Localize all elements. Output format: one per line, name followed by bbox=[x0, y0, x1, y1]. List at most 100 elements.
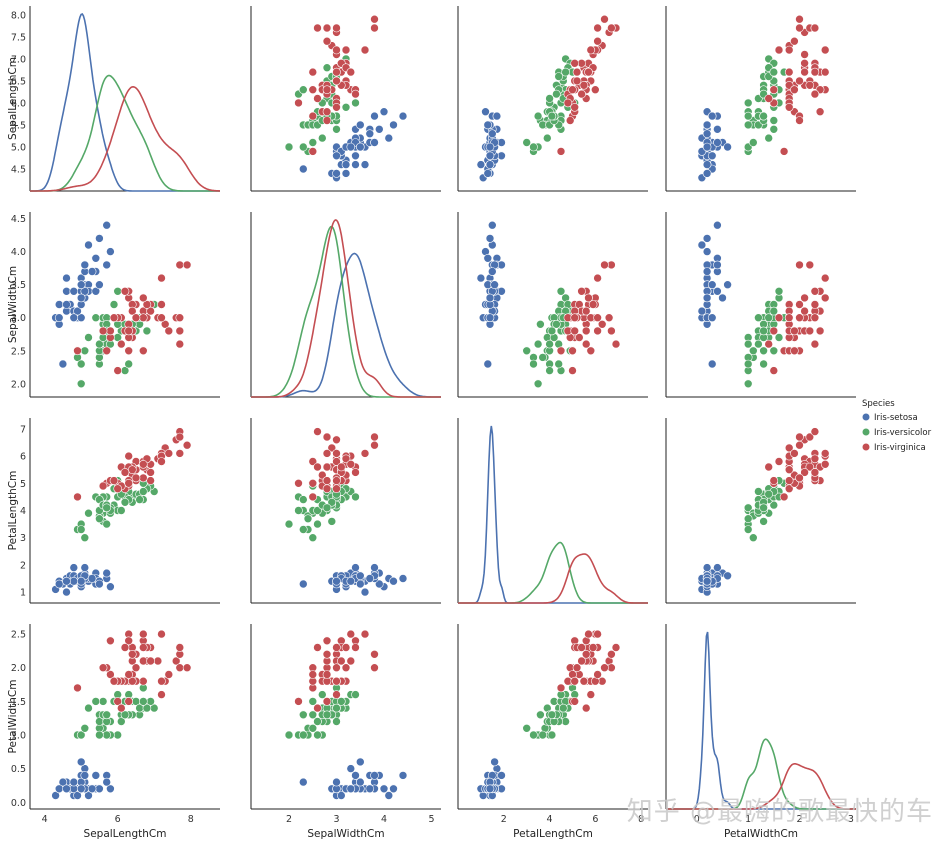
y-tick-label: 0.0 bbox=[11, 798, 26, 809]
scatter-point bbox=[384, 791, 394, 800]
scatter-point bbox=[98, 481, 108, 491]
scatter-point bbox=[69, 563, 79, 572]
scatter-point bbox=[80, 533, 90, 543]
scatter-point bbox=[332, 76, 341, 86]
scatter-point bbox=[308, 85, 318, 94]
scatter-point bbox=[175, 432, 185, 442]
scatter-point bbox=[483, 169, 493, 178]
x-axis-label: PetalWidthCm bbox=[724, 828, 798, 840]
scatter-point bbox=[341, 643, 351, 652]
scatter-point bbox=[139, 629, 148, 639]
scatter-point bbox=[370, 440, 379, 450]
scatter-point bbox=[120, 643, 130, 652]
scatter-point bbox=[702, 234, 712, 243]
scatter-point bbox=[146, 306, 155, 316]
scatter-point bbox=[298, 85, 308, 94]
scatter-point bbox=[485, 293, 495, 303]
scatter-point bbox=[146, 476, 155, 485]
scatter-point bbox=[308, 138, 318, 147]
scatter-point bbox=[298, 579, 308, 589]
scatter-point bbox=[565, 116, 575, 125]
scatter-point bbox=[69, 576, 79, 586]
scatter-point bbox=[707, 313, 717, 323]
scatter-point bbox=[754, 487, 763, 496]
scatter-point bbox=[322, 23, 332, 33]
scatter-point bbox=[182, 663, 192, 673]
scatter-point bbox=[713, 286, 722, 296]
scatter-point bbox=[157, 273, 166, 283]
scatter-point bbox=[707, 151, 717, 161]
scatter-point bbox=[586, 690, 596, 699]
scatter-point bbox=[336, 462, 346, 472]
scatter-point bbox=[485, 160, 495, 169]
scatter-point bbox=[810, 300, 820, 309]
scatter-point bbox=[547, 111, 557, 121]
scatter-point bbox=[322, 63, 332, 72]
scatter-point bbox=[485, 142, 495, 152]
scatter-point bbox=[779, 492, 789, 502]
scatter-point bbox=[153, 656, 163, 666]
scatter-point bbox=[759, 326, 768, 336]
scatter-point bbox=[298, 495, 308, 504]
scatter-point bbox=[743, 379, 753, 389]
scatter-point bbox=[702, 142, 712, 152]
scatter-point bbox=[332, 484, 341, 494]
scatter-point bbox=[69, 313, 79, 323]
scatter-point bbox=[139, 293, 148, 303]
scatter-point bbox=[54, 313, 64, 323]
scatter-point bbox=[577, 89, 586, 99]
scatter-point bbox=[284, 519, 294, 529]
scatter-point bbox=[774, 333, 784, 342]
scatter-point bbox=[313, 717, 322, 726]
scatter-point bbox=[139, 473, 148, 483]
scatter-point bbox=[574, 333, 584, 342]
scatter-point bbox=[790, 346, 799, 356]
scatter-point bbox=[810, 454, 820, 464]
kde-curve bbox=[251, 252, 441, 398]
scatter-point bbox=[346, 784, 356, 794]
scatter-point bbox=[545, 94, 554, 103]
scatter-point bbox=[800, 468, 809, 477]
scatter-point bbox=[322, 116, 332, 125]
scatter-point bbox=[370, 14, 379, 24]
scatter-point bbox=[697, 240, 707, 250]
scatter-point bbox=[568, 366, 577, 375]
scatter-point bbox=[764, 489, 774, 499]
scatter-point bbox=[497, 771, 506, 780]
scatter-point bbox=[355, 757, 365, 767]
kde-curve bbox=[458, 425, 648, 604]
scatter-point bbox=[820, 45, 830, 55]
scatter-point bbox=[139, 346, 148, 356]
x-tick-label: 5 bbox=[428, 814, 434, 825]
scatter-point bbox=[341, 454, 351, 464]
scatter-point bbox=[379, 784, 389, 794]
scatter-point bbox=[351, 151, 360, 161]
scatter-point bbox=[80, 723, 90, 733]
kde-curve bbox=[30, 85, 220, 192]
scatter-point bbox=[593, 326, 602, 336]
x-tick-label: 4 bbox=[547, 814, 553, 825]
scatter-point bbox=[360, 587, 370, 597]
scatter-point bbox=[586, 45, 596, 55]
y-tick-label: 7 bbox=[20, 424, 26, 435]
scatter-point bbox=[707, 111, 717, 121]
y-tick-label: 4.0 bbox=[11, 247, 26, 258]
scatter-point bbox=[113, 484, 122, 494]
scatter-point bbox=[351, 643, 360, 652]
scatter-point bbox=[707, 359, 717, 369]
scatter-point bbox=[485, 784, 495, 794]
y-tick-label: 2.0 bbox=[11, 663, 26, 674]
scatter-point bbox=[182, 260, 192, 270]
scatter-point bbox=[106, 784, 115, 794]
scatter-point bbox=[389, 784, 398, 794]
scatter-point bbox=[795, 14, 804, 24]
scatter-point bbox=[545, 339, 554, 349]
scatter-point bbox=[341, 169, 351, 178]
scatter-point bbox=[106, 326, 115, 336]
y-tick-label: 5.5 bbox=[11, 120, 26, 131]
scatter-point bbox=[360, 160, 370, 169]
scatter-point bbox=[332, 125, 341, 134]
scatter-point bbox=[117, 339, 126, 349]
scatter-point bbox=[365, 784, 375, 794]
